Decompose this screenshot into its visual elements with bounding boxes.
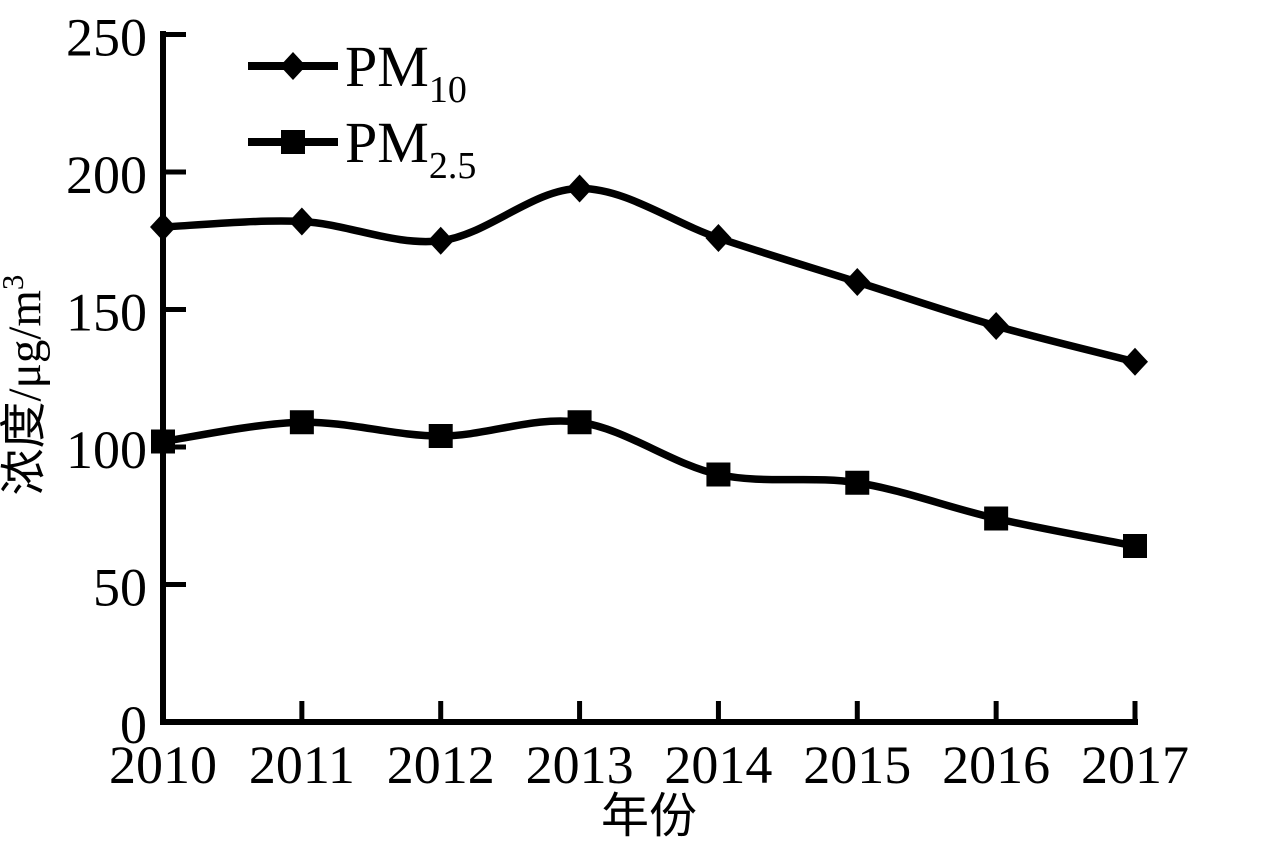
series-pm2-5	[151, 410, 1147, 558]
legend-label-subscript: 2.5	[429, 145, 477, 187]
series-pm10	[150, 174, 1148, 376]
axes	[160, 31, 1138, 725]
pm2-5-line	[159, 417, 1139, 550]
y-axis-title-main: 浓度/μg/m	[0, 290, 51, 495]
y-axis-title: 浓度/μg/m3	[0, 275, 51, 496]
y-tick-label: 250	[66, 8, 147, 68]
x-axis-title: 年份	[601, 790, 697, 843]
pm2-5-marker-2010	[151, 429, 175, 454]
x-tick-label: 2017	[1081, 735, 1189, 795]
pm2-5-marker-2016	[984, 506, 1009, 531]
y-axis-title-superscript: 3	[0, 275, 30, 291]
pm2-5-marker-2012	[428, 424, 453, 448]
y-tick-label: 200	[66, 145, 147, 205]
x-tick-label: 2010	[109, 735, 217, 795]
legend-marker-diamond	[280, 52, 306, 80]
pm2-5-marker-2011	[289, 410, 314, 435]
pm2-5-marker-2014	[706, 462, 731, 487]
y-tick-label: 150	[66, 283, 147, 343]
pm10-line	[159, 184, 1139, 366]
x-tick-label: 2014	[664, 735, 772, 795]
y-axis-ticks: 0 50 100 150 200 250	[66, 8, 186, 755]
x-tick-label: 2016	[942, 735, 1050, 795]
pm10-marker-2014	[705, 224, 732, 252]
pm2-5-marker-2013	[567, 410, 592, 435]
legend-marker-square	[281, 130, 305, 154]
x-tick-label: 2013	[526, 735, 634, 795]
x-tick-label: 2011	[249, 735, 355, 795]
legend-label-main: PM	[345, 34, 429, 99]
pm2-5-marker-2015	[845, 470, 870, 495]
x-axis-ticks: 2010 2011 2012 2013 2014 2015 2016 2017	[109, 701, 1189, 795]
pm10-marker-2016	[983, 312, 1010, 340]
x-tick-label: 2012	[387, 735, 495, 795]
pm2-5-marker-2017	[1123, 534, 1147, 558]
legend-item-pm10: PM10	[248, 34, 467, 111]
y-tick-label: 50	[93, 558, 147, 618]
pm10-marker-2013	[566, 174, 593, 203]
x-tick-label: 2015	[803, 735, 911, 795]
legend-label: PM2.5	[345, 110, 476, 187]
legend-label: PM10	[345, 34, 467, 111]
pm10-marker-2015	[844, 268, 871, 296]
pm10-marker-2017	[1122, 347, 1148, 376]
pm10-marker-2010	[150, 213, 176, 241]
legend-item-pm2-5: PM2.5	[248, 110, 476, 187]
legend-label-main: PM	[345, 110, 429, 175]
y-tick-label: 100	[66, 420, 147, 480]
legend-label-subscript: 10	[429, 69, 467, 111]
pm10-marker-2012	[427, 226, 454, 255]
y-tick-label: 0	[120, 695, 147, 755]
pm10-marker-2011	[288, 207, 315, 236]
